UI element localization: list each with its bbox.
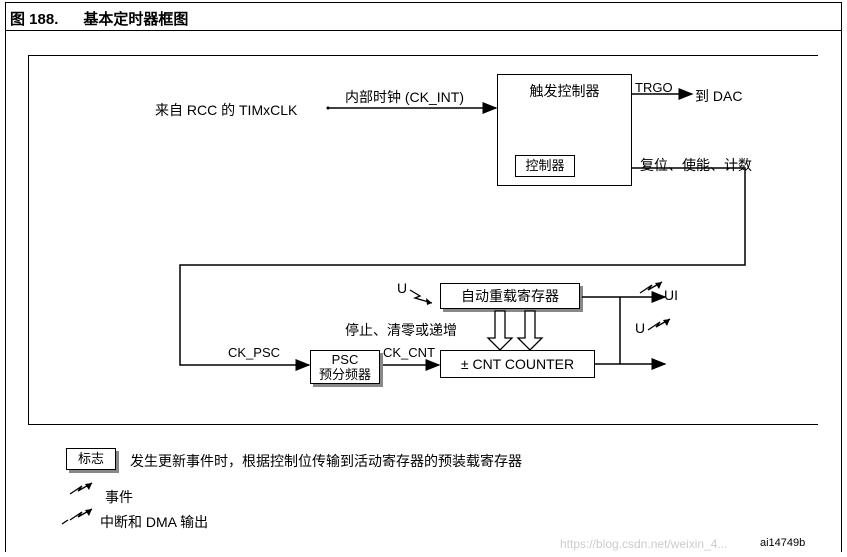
ui-label: UI bbox=[664, 287, 678, 303]
figure-title: 图 188. 基本定时器框图 bbox=[10, 8, 188, 29]
trigger-controller-label: 触发控制器 bbox=[498, 75, 631, 101]
psc-top-label: PSC bbox=[311, 352, 379, 367]
legend-int-dma: 中断和 DMA 输出 bbox=[100, 512, 208, 532]
legend-flag-box: 标志 bbox=[66, 448, 116, 470]
reset-enable-count-label: 复位、使能、计数 bbox=[640, 155, 752, 175]
psc-bottom-label: 预分频器 bbox=[311, 367, 379, 382]
auto-reload-box: 自动重载寄存器 bbox=[440, 283, 580, 309]
legend-flag-label: 标志 bbox=[78, 451, 104, 466]
controller-label: 控制器 bbox=[525, 158, 564, 173]
ck-psc-label: CK_PSC bbox=[228, 345, 280, 360]
trgo-label: TRGO bbox=[635, 80, 673, 95]
to-dac-label: 到 DAC bbox=[695, 86, 742, 106]
title-underline bbox=[5, 30, 842, 31]
figure-title-text: 基本定时器框图 bbox=[83, 11, 188, 28]
psc-box: PSC 预分频器 bbox=[310, 350, 380, 384]
u-bottom-label: U bbox=[635, 320, 645, 336]
auto-reload-label: 自动重载寄存器 bbox=[461, 288, 559, 304]
internal-clk-label: 内部时钟 (CK_INT) bbox=[345, 87, 464, 107]
diagram-frame bbox=[28, 55, 818, 425]
figure-number: 图 188. bbox=[10, 11, 58, 28]
watermark-url: https://blog.csdn.net/weixin_4... bbox=[560, 537, 727, 551]
u-top-label: U bbox=[397, 280, 407, 296]
legend-event: 事件 bbox=[105, 487, 133, 507]
legend-text: 发生更新事件时，根据控制位传输到活动寄存器的预装载寄存器 bbox=[130, 451, 522, 471]
watermark-code: ai14749b bbox=[760, 537, 805, 549]
from-rcc-label: 来自 RCC 的 TIMxCLK bbox=[155, 100, 297, 120]
controller-box: 控制器 bbox=[515, 155, 575, 177]
stop-clear-incr-label: 停止、清零或递增 bbox=[345, 320, 457, 340]
cnt-counter-box: ± CNT COUNTER bbox=[440, 350, 595, 378]
ck-cnt-label: CK_CNT bbox=[383, 345, 435, 360]
cnt-counter-label: ± CNT COUNTER bbox=[461, 356, 574, 372]
